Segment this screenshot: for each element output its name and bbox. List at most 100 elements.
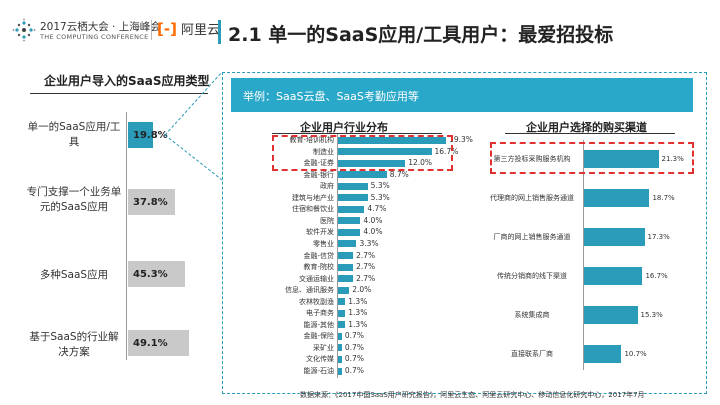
conference-subtitle: THE COMPUTING CONFERENCE <box>40 33 149 41</box>
channel-category-label: 系统集成商 <box>514 311 550 319</box>
industry-bar-value: 8.7% <box>389 169 409 179</box>
industry-bar-value: 3.3% <box>359 238 379 248</box>
industry-category-label: 采矿业 <box>313 343 334 352</box>
industry-category-label: 教育-培训机构 <box>289 136 334 144</box>
industry-category-label: 政府 <box>320 182 334 191</box>
left-chart-axis <box>126 112 127 360</box>
industry-bar-value: 2.0% <box>352 285 372 295</box>
industry-category-label: 农林牧副渔 <box>299 297 334 306</box>
channel-highlight-box <box>490 142 694 174</box>
industry-bar-value: 4.0% <box>363 215 383 225</box>
industry-bar <box>338 217 361 225</box>
industry-bar <box>338 171 387 179</box>
industry-category-label: 零售业 <box>313 239 334 248</box>
left-bar-value: 19.8% <box>133 129 168 141</box>
industry-bar <box>338 367 342 375</box>
industry-category-label: 金融-证券 <box>303 159 334 168</box>
industry-chart-underline <box>272 133 442 134</box>
industry-category-label: 金融-信贷 <box>303 251 334 260</box>
industry-bar-value: 2.7% <box>356 273 376 283</box>
aliyun-logo: [-] 阿里云 <box>157 19 220 39</box>
industry-chart-title: 企业用户行业分布 <box>300 121 388 134</box>
left-category-label: 单一的SaaS应用/工具 <box>27 121 121 148</box>
industry-category-label: 能源-其他 <box>303 320 334 329</box>
channel-bar <box>584 189 650 207</box>
industry-bar <box>338 286 350 294</box>
conference-logo: 2017云栖大会 · 上海峰会 THE COMPUTING CONFERENCE <box>12 15 161 45</box>
industry-category-label: 能源-石油 <box>303 367 334 375</box>
industry-bar-value: 0.7% <box>344 342 364 352</box>
left-chart-title: 企业用户导入的SaaS应用类型 <box>44 74 210 88</box>
industry-bar <box>338 275 354 283</box>
industry-category-label: 住宿和餐饮业 <box>292 205 334 214</box>
left-category-label: 专门支撑一个业务单 元的SaaS应用 <box>26 186 122 213</box>
industry-category-label: 电子商务 <box>306 309 334 318</box>
left-bar: 37.8% <box>128 189 176 215</box>
industry-bar-value: 1.3% <box>348 296 368 306</box>
channel-chart-title: 企业用户选择的购买渠道 <box>526 121 647 134</box>
industry-chart-axis <box>337 134 338 378</box>
industry-bar-value: 1.3% <box>348 319 368 329</box>
channel-bar-value: 15.3% <box>640 311 663 319</box>
industry-bar-value: 0.7% <box>344 366 364 375</box>
channel-bar <box>584 267 643 285</box>
industry-bar <box>338 321 346 329</box>
industry-bar <box>338 148 432 156</box>
industry-bar-value: 4.0% <box>363 227 383 237</box>
channel-category-label: 代理商的网上销售服务通道 <box>490 194 574 202</box>
industry-bar-value: 16.7% <box>434 146 459 156</box>
industry-bar <box>338 332 342 340</box>
channel-bar <box>584 306 638 324</box>
industry-bar <box>338 252 354 259</box>
left-category-label: 基于SaaS的行业解 决方案 <box>29 331 119 358</box>
industry-bar <box>338 309 346 317</box>
channel-category-label: 第三方投标采购服务机构 <box>493 155 571 163</box>
left-bar-value: 37.8% <box>133 196 168 208</box>
industry-bar-value: 1.3% <box>348 308 368 318</box>
channel-bar-value: 16.7% <box>645 272 668 280</box>
industry-bar-value: 0.7% <box>344 354 364 364</box>
conference-name: 2017云栖大会 · 上海峰会 <box>40 21 161 33</box>
title-accent-bar <box>218 20 221 44</box>
industry-bar <box>338 194 368 202</box>
industry-bar-value: 2.7% <box>356 250 376 260</box>
channel-chart-axis <box>583 140 584 370</box>
aliyun-mark-icon: [-] <box>157 19 177 38</box>
header-divider <box>151 20 152 40</box>
callout-box <box>222 72 707 394</box>
industry-bar <box>338 182 368 190</box>
industry-category-label: 金融-保险 <box>303 332 334 341</box>
left-chart-underline <box>30 93 208 94</box>
industry-bar <box>338 136 447 144</box>
channel-bar-value: 10.7% <box>624 350 647 358</box>
example-banner: 举例：SaaS云盘、SaaS考勤应用等 <box>231 78 693 112</box>
channel-bar-value: 17.3% <box>647 233 670 241</box>
channel-bar-value: 21.3% <box>661 155 684 163</box>
channel-category-label: 直接联系厂商 <box>511 350 553 358</box>
industry-bar-value: 19.3% <box>449 135 473 144</box>
industry-highlight-box <box>272 135 453 171</box>
left-bar: 45.3% <box>128 261 185 287</box>
conference-dot-logo-icon <box>12 18 36 42</box>
industry-bar <box>338 355 342 363</box>
industry-bar-value: 0.7% <box>344 331 364 341</box>
left-bar-value: 45.3% <box>133 268 168 280</box>
source-note: 数据来源：《2017中国SaaS用户研究报告》，阿里云生态、阿里云研究中心、移动… <box>300 391 645 399</box>
left-bar-value: 49.1% <box>133 337 168 349</box>
industry-category-label: 交通运输业 <box>299 274 334 283</box>
industry-category-label: 教育-院校 <box>303 263 334 272</box>
page-title: 2.1 单一的SaaS应用/工具用户：最爱招投标 <box>228 24 614 46</box>
industry-bar <box>338 344 342 352</box>
channel-bar <box>584 150 659 168</box>
industry-category-label: 文化传媒 <box>306 355 334 364</box>
industry-category-label: 信息、通讯服务 <box>285 286 334 295</box>
industry-bar <box>338 240 357 248</box>
industry-bar-value: 5.3% <box>370 192 390 202</box>
industry-bar <box>338 159 406 167</box>
industry-bar <box>338 263 354 271</box>
industry-category-label: 制造业 <box>313 147 334 156</box>
channel-chart-underline <box>505 133 675 134</box>
industry-bar-value: 12.0% <box>408 158 433 168</box>
left-bar: 49.1% <box>128 330 190 356</box>
